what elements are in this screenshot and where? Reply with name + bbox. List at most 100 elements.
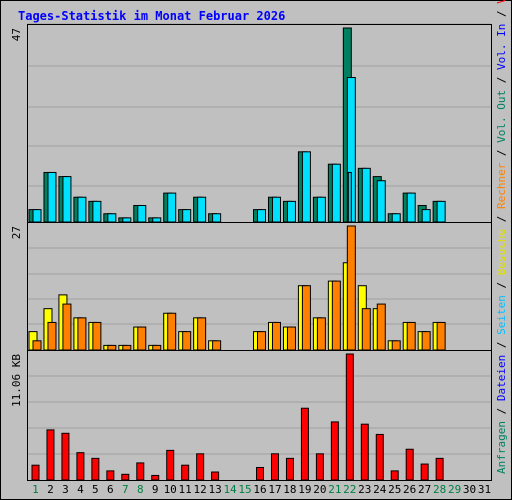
x-tick-label: 3: [62, 483, 69, 496]
x-tick-label: 12: [194, 483, 207, 496]
x-tick-label: 21: [328, 483, 341, 496]
bar-rechner-25: [391, 340, 401, 351]
legend-entry: Seiten: [495, 295, 508, 335]
bar-rechner-1: [32, 340, 42, 351]
bar-dateien-19: [301, 151, 311, 223]
y-max-label: 27: [10, 226, 23, 239]
legend-entry: Vol. Out: [495, 90, 508, 143]
x-tick-label: 6: [107, 483, 114, 496]
bar-volumen-5: [91, 457, 100, 481]
x-tick-label: 16: [253, 483, 266, 496]
bar-rechner-27: [421, 331, 431, 351]
bar-rechner-16: [257, 331, 267, 351]
x-tick-label: 24: [373, 483, 387, 496]
legend-entry: Besuche: [495, 229, 508, 275]
bar-dateien-3: [62, 176, 72, 223]
bar-dateien-7: [122, 217, 132, 223]
bar-rechner-28: [436, 321, 446, 351]
bar-volumen-3: [61, 432, 70, 481]
x-tick-label: 23: [358, 483, 371, 496]
x-tick-label: 17: [268, 483, 281, 496]
bar-dateien-17: [271, 196, 281, 223]
bar-volumen-25: [390, 470, 399, 481]
bar-rechner-4: [77, 317, 87, 351]
legend-separator: /: [495, 209, 508, 229]
bar-rechner-22: [346, 225, 356, 351]
bar-dateien-16: [257, 209, 267, 223]
legend-separator: /: [495, 143, 508, 163]
bar-rechner-21: [331, 280, 341, 351]
x-tick-label: 8: [137, 483, 144, 496]
bar-dateien-25: [391, 213, 401, 223]
bar-rechner-9: [152, 344, 162, 351]
bar-rechner-3: [62, 303, 72, 351]
legend-separator: /: [495, 4, 508, 24]
x-tick-label: 18: [283, 483, 296, 496]
bar-rechner-5: [92, 321, 102, 351]
chart-title: Tages-Statistik im Monat Februar 2026: [18, 9, 286, 23]
panel-frame: [27, 350, 492, 481]
bar-rechner-26: [406, 321, 416, 351]
bar-volumen-9: [151, 474, 160, 481]
bar-dateien-26: [406, 192, 416, 223]
bar-volumen-2: [46, 429, 55, 481]
bar-dateien-23: [361, 167, 371, 223]
bar-rechner-24: [376, 303, 386, 351]
x-tick-label: 10: [164, 483, 177, 496]
bar-rechner-18: [286, 326, 296, 351]
bar-volumen-13: [211, 471, 220, 481]
bar-dateien-20: [316, 196, 326, 223]
legend-separator: /: [495, 335, 508, 355]
x-tick-label: 29: [448, 483, 461, 496]
bar-volumen-16: [256, 466, 265, 481]
panel-background: [27, 24, 491, 222]
legend-entry: Rechner: [495, 162, 508, 209]
x-tick-label: 22: [343, 483, 356, 496]
bar-dateien-28: [436, 200, 446, 223]
bar-dateien-5: [92, 200, 102, 223]
bar-volumen-27: [420, 463, 429, 481]
x-tick-label: 15: [238, 483, 251, 496]
bar-dateien-12: [197, 196, 207, 223]
x-tick-label: 7: [122, 483, 129, 496]
x-tick-label: 13: [208, 483, 221, 496]
bar-dateien-21: [331, 163, 341, 223]
bar-volumen-22: [345, 353, 354, 481]
x-tick-label: 11: [179, 483, 192, 496]
x-tick-label: 31: [478, 483, 491, 496]
bar-dateien-4: [77, 196, 87, 223]
bar-dateien-9: [152, 217, 162, 223]
bar-rechner-7: [122, 344, 132, 351]
x-tick-label: 26: [403, 483, 416, 496]
bar-volumen-4: [76, 452, 85, 481]
x-tick-label: 1: [32, 483, 39, 496]
x-tick-label: 28: [433, 483, 446, 496]
y-max-label: 47: [10, 28, 23, 41]
x-tick-label: 25: [388, 483, 401, 496]
bar-dateien-2: [47, 171, 57, 223]
bar-volumen-19: [300, 407, 309, 481]
bar-rechner-2: [47, 321, 57, 351]
bar-dateien-13: [212, 213, 222, 223]
y-max-label: 11.06 KB: [10, 354, 23, 407]
bar-volumen-8: [136, 462, 145, 481]
bar-dateien-10: [167, 192, 177, 223]
bar-volumen-20: [315, 453, 324, 481]
bar-dateien-11: [182, 209, 192, 223]
bar-seiten-22: [347, 171, 352, 223]
bar-rechner-12: [197, 317, 207, 351]
x-tick-label: 14: [223, 483, 237, 496]
x-tick-label: 2: [47, 483, 54, 496]
bar-rechner-13: [212, 340, 222, 351]
bar-rechner-10: [167, 312, 177, 351]
bar-dateien-6: [107, 213, 117, 223]
legend-entry: Anfragen: [495, 421, 508, 474]
x-tick-label: 27: [418, 483, 431, 496]
x-tick-label: 19: [298, 483, 311, 496]
bar-volumen-17: [270, 453, 279, 481]
bar-volumen-12: [196, 453, 205, 481]
x-tick-label: 9: [152, 483, 159, 496]
bar-rechner-23: [361, 308, 371, 351]
x-tick-label: 30: [463, 483, 476, 496]
